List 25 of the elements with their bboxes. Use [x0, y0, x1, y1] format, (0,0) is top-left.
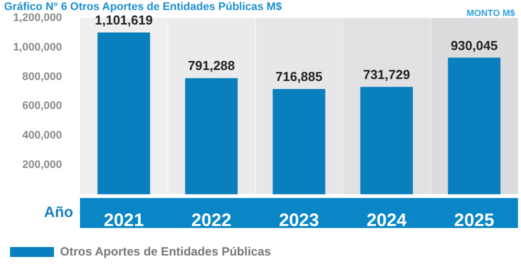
x-tick-label: 2021	[104, 210, 144, 230]
x-tick-label: 2023	[278, 210, 320, 230]
data-label: 1,101,619	[94, 12, 153, 28]
y-axis-title: MONTO M$	[466, 8, 515, 18]
y-tick-label: 1,000,000	[13, 41, 62, 54]
y-tick-label: 200,000	[22, 159, 62, 172]
chart-title: Gráfico N° 6 Otros Aportes de Entidades Públicas M$	[4, 1, 282, 13]
data-label: 716,885	[276, 69, 322, 84]
bar	[448, 58, 500, 194]
bar	[360, 86, 413, 194]
bar	[98, 32, 150, 194]
bar	[272, 89, 326, 194]
x-tick-label: 2025	[454, 210, 494, 230]
y-tick-label: 600,000	[22, 100, 62, 112]
data-label: 791,288	[188, 58, 235, 74]
y-tick-label: 1,200,000	[13, 12, 62, 24]
x-tick-label: 2024	[366, 210, 407, 230]
x-axis-title: Año	[44, 204, 74, 222]
legend-label: Otros Aportes de Entidades Públicas	[60, 244, 272, 258]
x-tick-label: 2022	[191, 210, 232, 230]
y-tick-label: 800,000	[22, 70, 62, 83]
data-label: 731,729	[363, 66, 410, 82]
bar	[185, 78, 238, 194]
y-tick-label: 400,000	[22, 130, 62, 142]
data-label: 930,045	[450, 38, 498, 53]
